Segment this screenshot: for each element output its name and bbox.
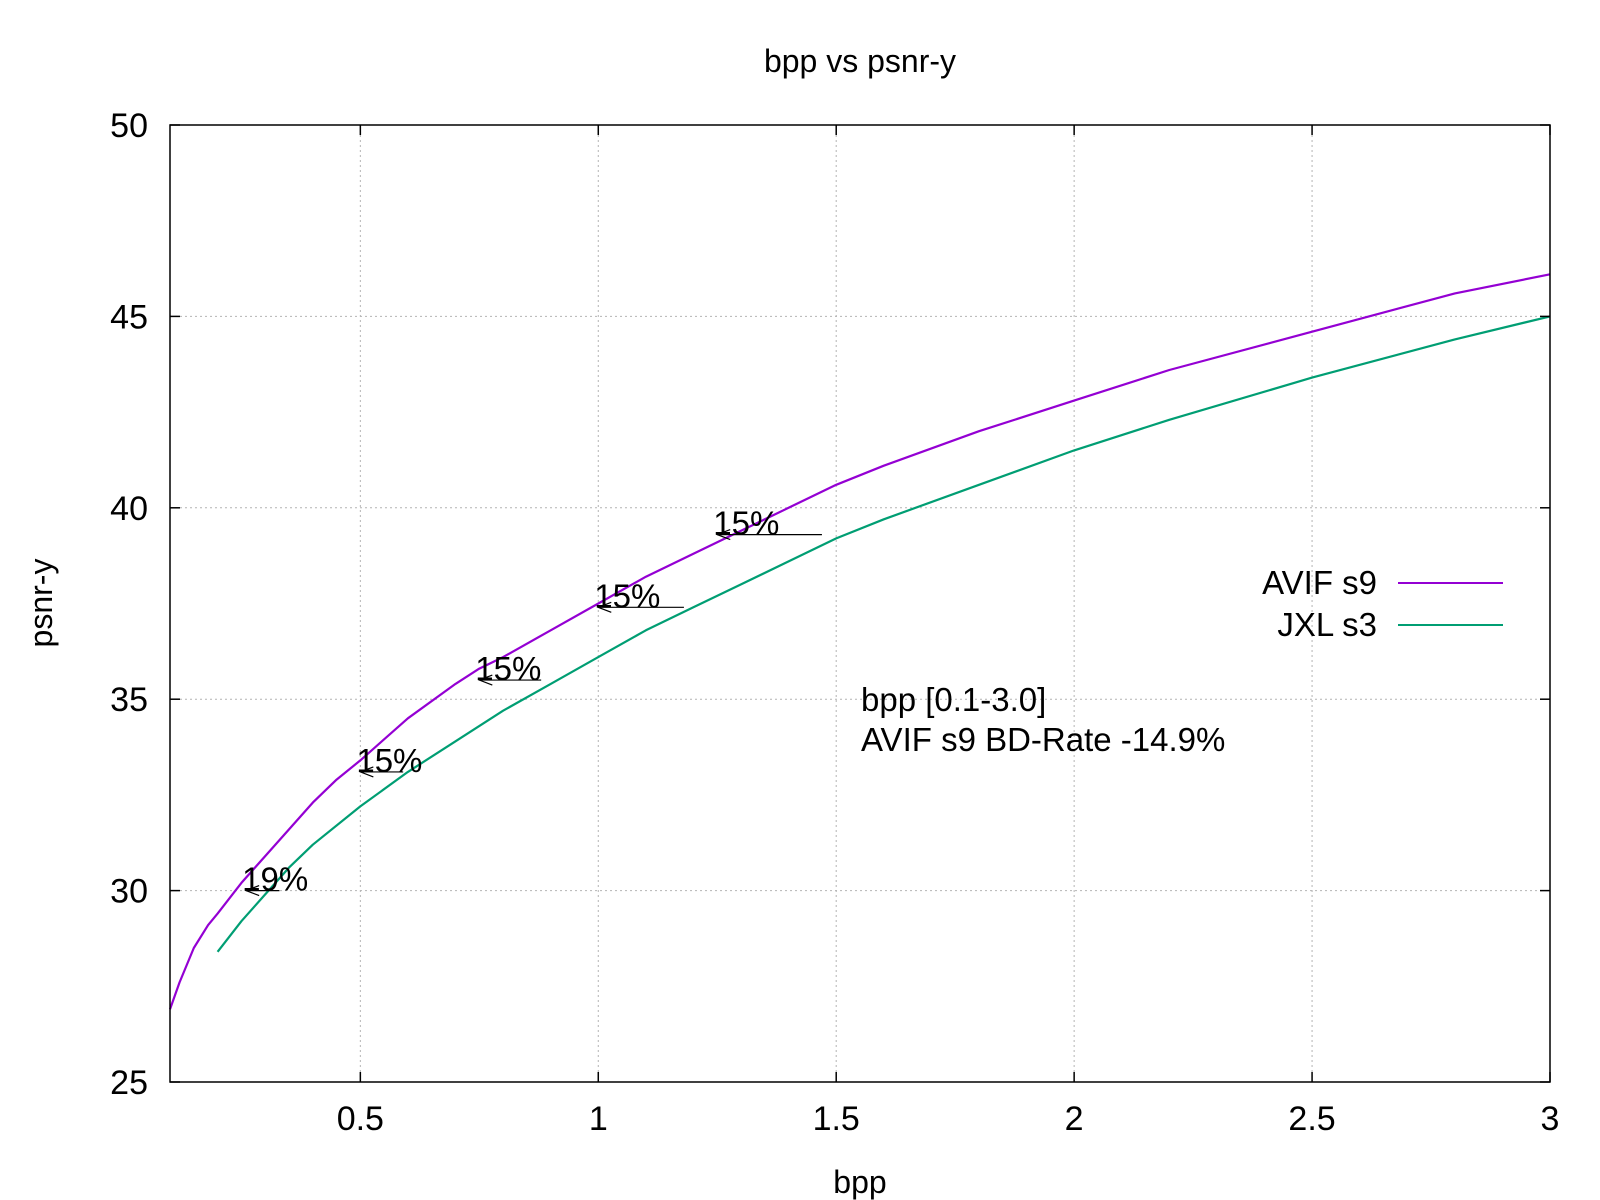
note-range: bpp [0.1-3.0]: [861, 681, 1046, 718]
annotation-label: 19%: [242, 861, 308, 898]
bd-rate-note: bpp [0.1-3.0] AVIF s9 BD-Rate -14.9%: [861, 681, 1225, 758]
annotation-arrowhead: [477, 674, 493, 686]
grid: [170, 125, 1550, 1082]
x-tick-label: 3: [1541, 1100, 1560, 1138]
bd-rate-annotation: 15%: [713, 505, 822, 542]
x-axis-label: bpp: [833, 1164, 886, 1200]
note-bd-rate: AVIF s9 BD-Rate -14.9%: [861, 721, 1225, 758]
y-tick-label: 30: [110, 873, 148, 911]
annotation-arrowhead: [715, 529, 731, 541]
annotation-arrowhead: [596, 601, 612, 613]
series-line-jxl: [216, 315, 1551, 953]
bd-rate-annotation: 15%: [594, 577, 684, 614]
bd-rate-annotation: 15%: [356, 742, 422, 779]
series-layer: [168, 273, 1551, 1010]
y-tick-label: 40: [110, 490, 148, 528]
legend-label-jxl: JXL s3: [1277, 606, 1377, 643]
series-line-avif: [168, 273, 1551, 1010]
x-tick-label: 2: [1065, 1100, 1084, 1138]
x-tick-label: 1: [589, 1100, 608, 1138]
y-axis-label: psnr-y: [23, 559, 59, 648]
annotation-label: 15%: [594, 577, 660, 614]
plot-frame: [169, 124, 1551, 1083]
y-tick-label: 45: [110, 298, 148, 336]
legend: AVIF s9 JXL s3: [1262, 564, 1503, 643]
annotation-arrowhead: [358, 766, 374, 778]
annotation-label: 15%: [356, 742, 422, 779]
ticks: 0.5 1 1.5 2 2.5 3 25 30 35 40 45 50: [110, 107, 1559, 1138]
y-tick-label: 25: [110, 1064, 148, 1102]
bd-rate-annotation: 19%: [242, 861, 308, 898]
x-tick-label: 1.5: [813, 1100, 860, 1138]
y-tick-label: 50: [110, 107, 148, 145]
annotation-label: 15%: [475, 650, 541, 687]
bd-rate-annotation: 15%: [475, 650, 541, 687]
annotation-arrowhead: [244, 885, 260, 897]
chart-title: bpp vs psnr-y: [764, 43, 956, 79]
x-tick-label: 0.5: [337, 1100, 384, 1138]
x-tick-label: 2.5: [1288, 1100, 1335, 1138]
y-tick-label: 35: [110, 681, 148, 719]
annotations: 19% 15% 15% 15% 15%: [242, 505, 822, 898]
legend-label-avif: AVIF s9: [1262, 564, 1377, 601]
annotation-label: 15%: [713, 505, 779, 542]
